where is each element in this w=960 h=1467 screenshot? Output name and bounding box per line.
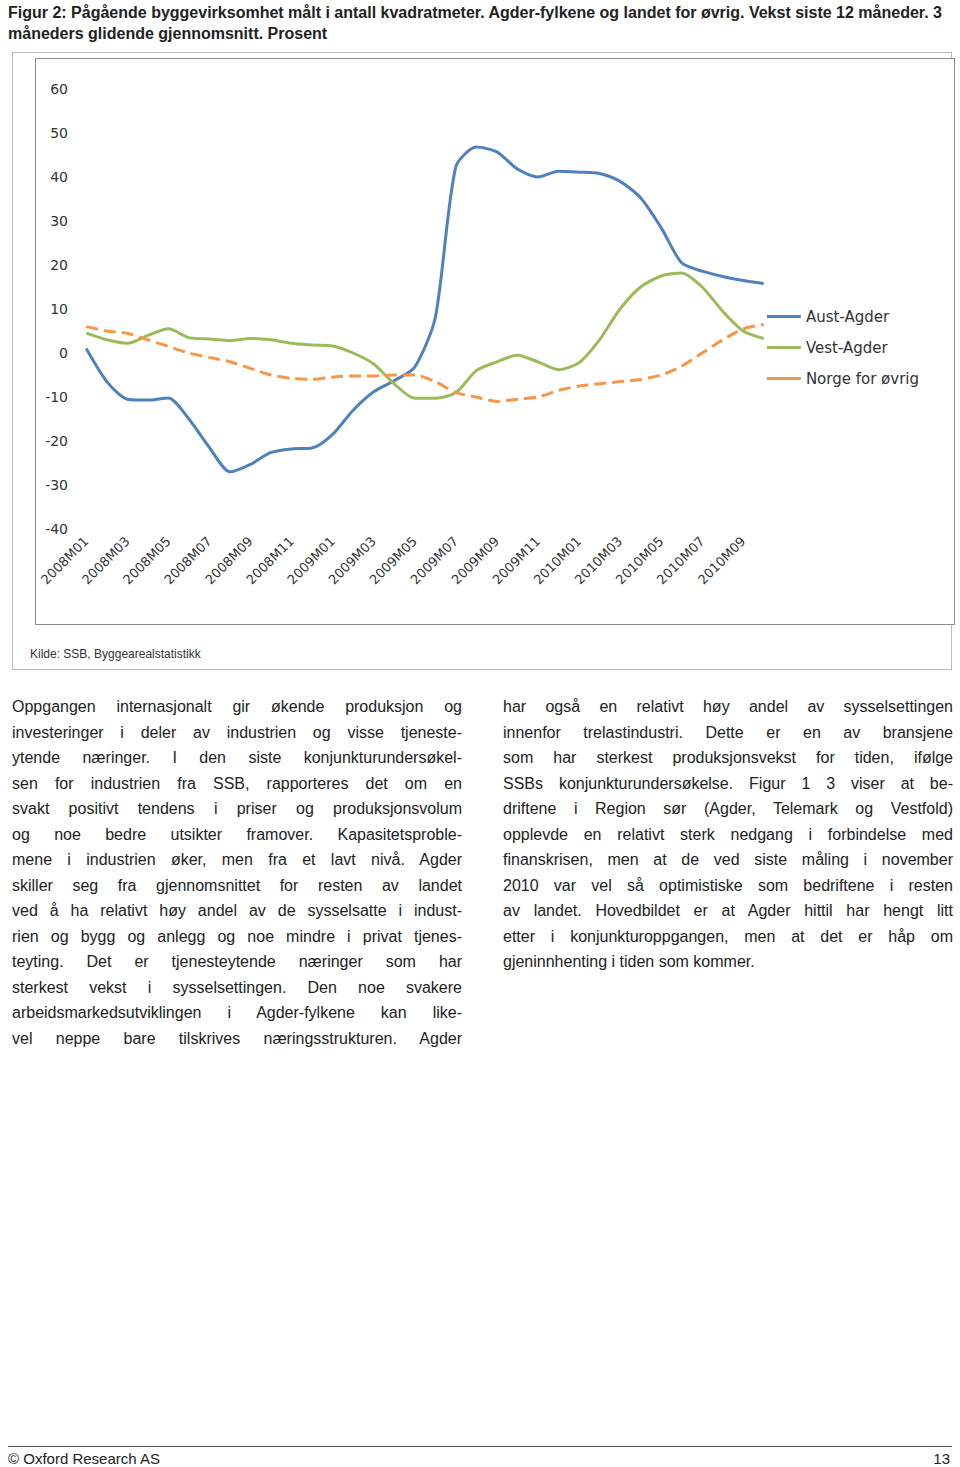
svg-text:2010M01: 2010M01: [530, 533, 585, 588]
html-text:ytende næringer. I den siste k: ytende næringer. I den siste konjunkturu…: [12, 749, 462, 766]
html-text:innenfor trelastindustri. Dett: innenfor trelastindustri. Dette er en av…: [503, 723, 953, 741]
svg-text:2008M07: 2008M07: [161, 533, 215, 588]
svg-text:2009M07: 2009M07: [407, 533, 462, 588]
html-text:opplevde en relativt sterk ned: opplevde en relativt sterk nedgang i for…: [503, 825, 953, 843]
html-text:sterkest vekst i sysselsetting: sterkest vekst i sysselsettingen. Den no…: [12, 978, 462, 996]
svg-text:2008M11: 2008M11: [243, 533, 297, 588]
svg-text:2008M09: 2008M09: [202, 533, 256, 588]
svg-text:Vest-Agder: Vest-Agder: [806, 339, 889, 357]
svg-text:2008M01: 2008M01: [38, 533, 92, 588]
html-text:Oppgangen internasjonalt gir ø: Oppgangen internasjonalt gir økende prod…: [12, 698, 462, 715]
html-text:ved å ha relativt høy andel av: ved å ha relativt høy andel av de syssel…: [12, 902, 462, 919]
svg-text:20: 20: [50, 257, 68, 273]
html-text:skiller seg fra gjennomsnittet: skiller seg fra gjennomsnittet for reste…: [12, 876, 462, 894]
html-text:gjeninnhenting i tiden som kom: gjeninnhenting i tiden som kommer.: [503, 953, 755, 970]
html-text:arbeidsmarkedsutviklingen i Ag: arbeidsmarkedsutviklingen i Agder-fylken…: [12, 1004, 462, 1021]
html-text:Kilde: SSB, Byggearealstatisti: Kilde: SSB, Byggearealstatistikk: [30, 647, 201, 661]
svg-text:2010M07: 2010M07: [653, 533, 708, 588]
html-text:mene i industrien øker, men fr: mene i industrien øker, men fra et lavt …: [12, 851, 462, 868]
html-text:Figur 2: Pågående byggevirksom: Figur 2: Pågående byggevirksomhet målt i…: [8, 4, 942, 42]
html-text:rien og bygg og anlegg og noe: rien og bygg og anlegg og noe mindre i p…: [12, 927, 462, 945]
html-text:av landet. Hovedbildet er at A: av landet. Hovedbildet er at Agder hitti…: [503, 902, 953, 919]
html-text:svakt positivt tendens i prise: svakt positivt tendens i priser og produ…: [12, 800, 462, 817]
svg-text:2009M05: 2009M05: [366, 533, 420, 588]
html-text:teyting. Det er tjenesteytende: teyting. Det er tjenesteytende næringer …: [12, 953, 462, 970]
svg-text:40: 40: [50, 169, 68, 185]
html-text:som har sterkest produksjonsve: som har sterkest produksjonsvekst for ti…: [503, 749, 953, 766]
html-text:etter i konjunkturoppgangen, m: etter i konjunkturoppgangen, men at det …: [503, 927, 953, 945]
html-text:finanskrisen, men at de ved si: finanskrisen, men at de ved siste måling…: [503, 851, 953, 868]
svg-text:0: 0: [59, 345, 68, 361]
svg-text:2009M11: 2009M11: [489, 533, 544, 588]
svg-text:Norge for øvrig: Norge for øvrig: [806, 370, 919, 388]
svg-text:Aust-Agder: Aust-Agder: [806, 308, 890, 326]
html-text:driftene i Region sør (Agder,: driftene i Region sør (Agder, Telemark o…: [503, 800, 953, 817]
html-text:investeringer i deler av indus: investeringer i deler av industrien og v…: [12, 723, 462, 741]
svg-text:-10: -10: [45, 389, 68, 405]
svg-text:-30: -30: [45, 477, 68, 493]
svg-text:2010M03: 2010M03: [571, 533, 626, 588]
html-text:har også en relativt høy andel: har også en relativt høy andel av syssel…: [503, 698, 953, 715]
svg-text:2010M09: 2010M09: [695, 534, 749, 588]
svg-text:2009M03: 2009M03: [325, 533, 379, 588]
html-text:vel neppe bare tilskrives næri: vel neppe bare tilskrives næringsstruktu…: [12, 1029, 462, 1047]
html-text:13: 13: [933, 1450, 950, 1467]
svg-text:-20: -20: [45, 433, 68, 449]
svg-text:2008M05: 2008M05: [120, 533, 174, 588]
html-text:sen for industrien fra SSB, ra: sen for industrien fra SSB, rapporteres …: [12, 774, 462, 792]
html-text:SSBs konjunkturundersøkelse. F: SSBs konjunkturundersøkelse. Figur 1 3 v…: [503, 774, 953, 792]
svg-text:50: 50: [50, 125, 68, 141]
html-text:og noe bedre utsikter framover: og noe bedre utsikter framover. Kapasite…: [12, 825, 462, 843]
svg-text:2009M01: 2009M01: [284, 533, 338, 588]
svg-text:10: 10: [50, 301, 68, 317]
html-text:© Oxford Research AS: © Oxford Research AS: [8, 1450, 160, 1467]
svg-text:30: 30: [50, 213, 68, 229]
svg-text:-40: -40: [45, 521, 68, 537]
svg-text:2008M03: 2008M03: [79, 533, 133, 588]
svg-text:60: 60: [50, 81, 68, 97]
html-text:2010 var vel så optimistiske s: 2010 var vel så optimistiske som bedrift…: [503, 876, 953, 894]
svg-text:2009M09: 2009M09: [448, 533, 503, 588]
svg-text:2010M05: 2010M05: [612, 533, 667, 588]
